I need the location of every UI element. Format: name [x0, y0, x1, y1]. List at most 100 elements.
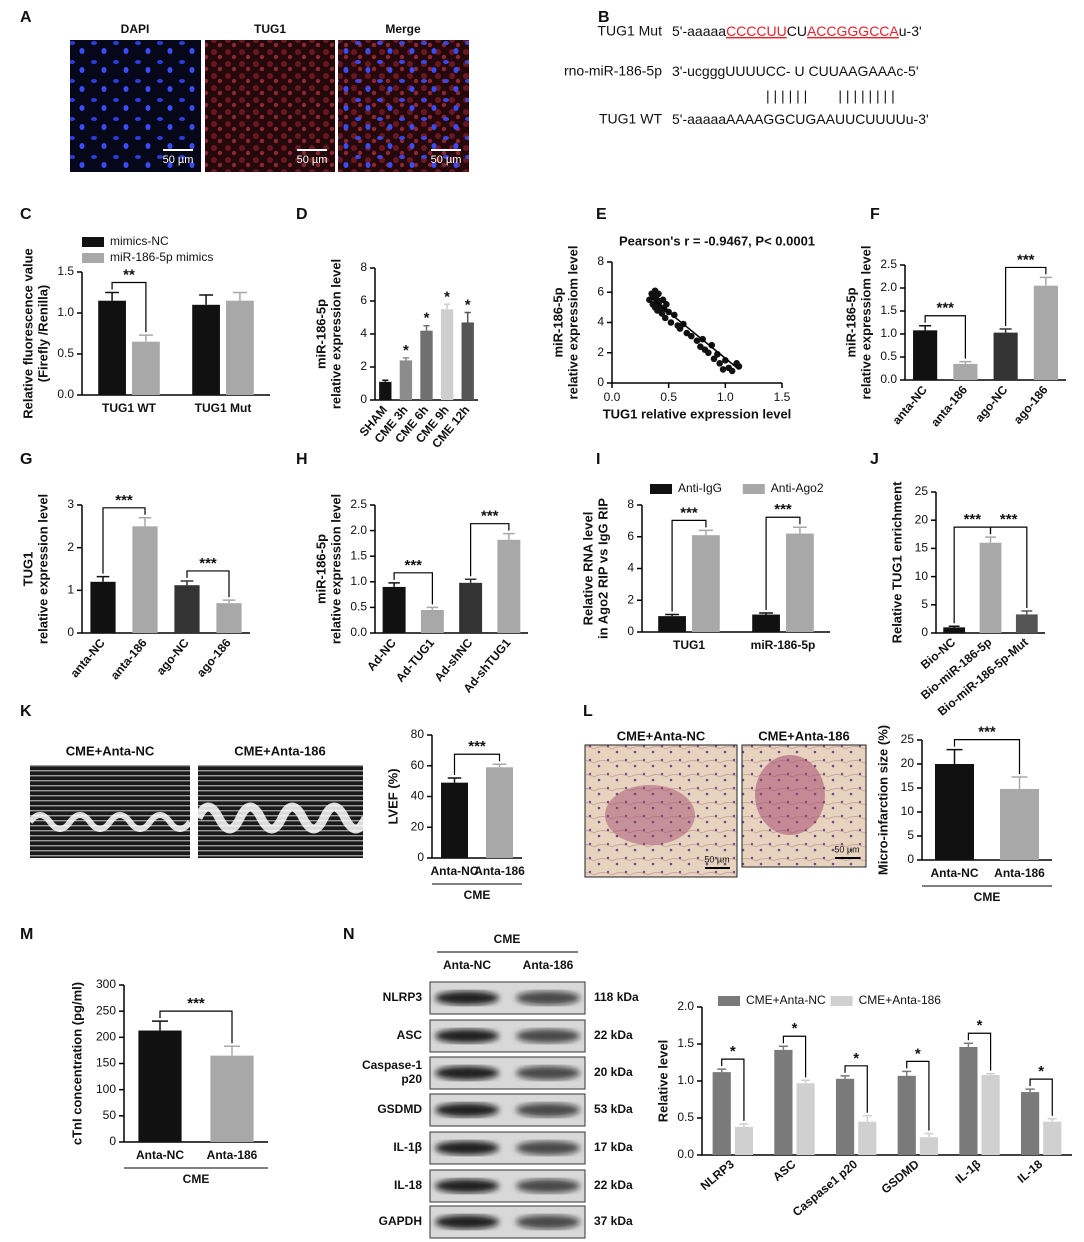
significance: ***: [481, 508, 499, 525]
y-tick-label: 40: [411, 789, 425, 803]
y-tick-label: 6: [360, 293, 367, 307]
sequence-part: 3'-ucgggUUUUCC- U CUUAAGAAAc-5': [672, 63, 919, 79]
y-tick-label: 3: [67, 497, 74, 511]
tug1-image: [205, 40, 335, 172]
y-tick-label: 8: [360, 260, 367, 274]
bar: [774, 1049, 793, 1155]
y-tick-label: 0.0: [350, 625, 367, 639]
error-bar: [759, 612, 774, 615]
legend-swatch: [82, 237, 104, 247]
y-tick-label: 0.0: [57, 387, 74, 401]
image-label: CME+Anta-186: [234, 743, 325, 758]
y-axis-label: relative expression level: [35, 494, 50, 644]
significance: *: [403, 342, 409, 359]
size-label: 118 kDa: [594, 990, 639, 1004]
x-axis-label: CME: [974, 890, 1001, 904]
x-tick-label: Anta-NC: [431, 864, 479, 878]
y-axis-label: relative expressiom level: [565, 246, 580, 400]
size-label: 53 kDa: [594, 1102, 633, 1116]
significance-bracket: [844, 1065, 868, 1113]
bar: [132, 526, 158, 633]
y-tick-label: 250: [96, 1003, 116, 1017]
y-tick-label: 2: [627, 592, 634, 606]
significance: *: [915, 1045, 921, 1062]
significance: *: [465, 297, 471, 314]
x-tick-label: IL-1β: [953, 1157, 984, 1186]
x-axis-label: CME: [464, 888, 491, 902]
bar: [192, 304, 220, 395]
sequence: 3'-ucgggUUUUCC- U CUUAAGAAAc-5': [672, 63, 919, 79]
significance-bracket: [102, 507, 146, 574]
bar: [935, 764, 974, 860]
size-label: 37 kDa: [594, 1214, 633, 1228]
protein-label: Caspase-1: [362, 1058, 422, 1072]
sequence-part: ACCGGGCCA: [807, 23, 899, 39]
y-axis-label: (Firefly /Renilla): [35, 285, 50, 383]
point: [693, 337, 701, 344]
y-tick-label: 0: [360, 392, 367, 406]
significance: *: [853, 1050, 859, 1067]
bar: [90, 581, 116, 633]
error-bar: [180, 580, 194, 586]
error-bar: [444, 303, 451, 310]
y-tick-label: 0.5: [880, 349, 897, 363]
legend-label: CME+Anta-NC: [746, 993, 826, 1007]
significance: *: [444, 288, 450, 305]
sequence-part: CU: [787, 23, 807, 39]
point: [667, 319, 675, 326]
y-axis-label: relative expressiom level: [858, 246, 873, 400]
y-tick-label: 8: [597, 254, 604, 268]
bar: [226, 300, 254, 395]
blot-band: [516, 991, 580, 1005]
blot-band: [435, 1066, 499, 1080]
bar: [835, 1078, 855, 1155]
y-axis-label: relative expression level: [328, 259, 343, 409]
bar: [461, 322, 474, 400]
panel-letter: M: [20, 926, 33, 943]
panel-letter: L: [583, 703, 593, 720]
error-bar: [1021, 610, 1033, 615]
scale-label: 50 µm: [834, 844, 859, 854]
x-tick-label: NLRP3: [698, 1157, 737, 1193]
y-tick-label: 2.0: [350, 523, 367, 537]
error-bar: [924, 1132, 934, 1138]
blot-band: [435, 1029, 499, 1043]
y-tick-label: 50: [103, 1108, 117, 1122]
pairing: | | | | | | | | | | | | | |: [766, 88, 895, 104]
bar: [658, 616, 686, 632]
y-tick-label: 2: [67, 540, 74, 554]
blot-band: [516, 1066, 580, 1080]
bar: [382, 586, 406, 633]
error-bar: [919, 324, 932, 331]
point: [688, 332, 695, 340]
bar: [1033, 285, 1058, 380]
x-tick-label: TUG1 WT: [102, 401, 157, 415]
y-tick-label: 15: [901, 780, 915, 794]
error-bar: [698, 529, 713, 536]
error-bar: [986, 1072, 996, 1076]
image-label: CME+Anta-NC: [66, 743, 155, 758]
y-tick-label: 0.0: [880, 372, 897, 386]
point: [655, 290, 662, 298]
significance-bracket: [393, 572, 433, 605]
point: [728, 367, 736, 375]
significance: *: [730, 1043, 736, 1060]
error-bar: [105, 291, 120, 301]
error-bar: [985, 536, 996, 543]
significance: ***: [187, 995, 205, 1012]
x-tick-label: Anta-186: [994, 866, 1045, 880]
blot-band: [516, 1029, 580, 1043]
error-bar: [222, 599, 236, 604]
legend-label: mimics-NC: [110, 234, 169, 248]
panel-letter: F: [870, 206, 880, 223]
sequence-name: TUG1 Mut: [597, 23, 662, 39]
error-bar: [492, 763, 507, 768]
significance: *: [977, 1017, 983, 1034]
y-tick-label: 15: [915, 541, 929, 555]
y-tick-label: 80: [411, 727, 425, 741]
bar: [399, 360, 413, 400]
bar: [712, 1072, 731, 1155]
error-bar: [503, 532, 515, 540]
significance: ***: [936, 300, 954, 317]
